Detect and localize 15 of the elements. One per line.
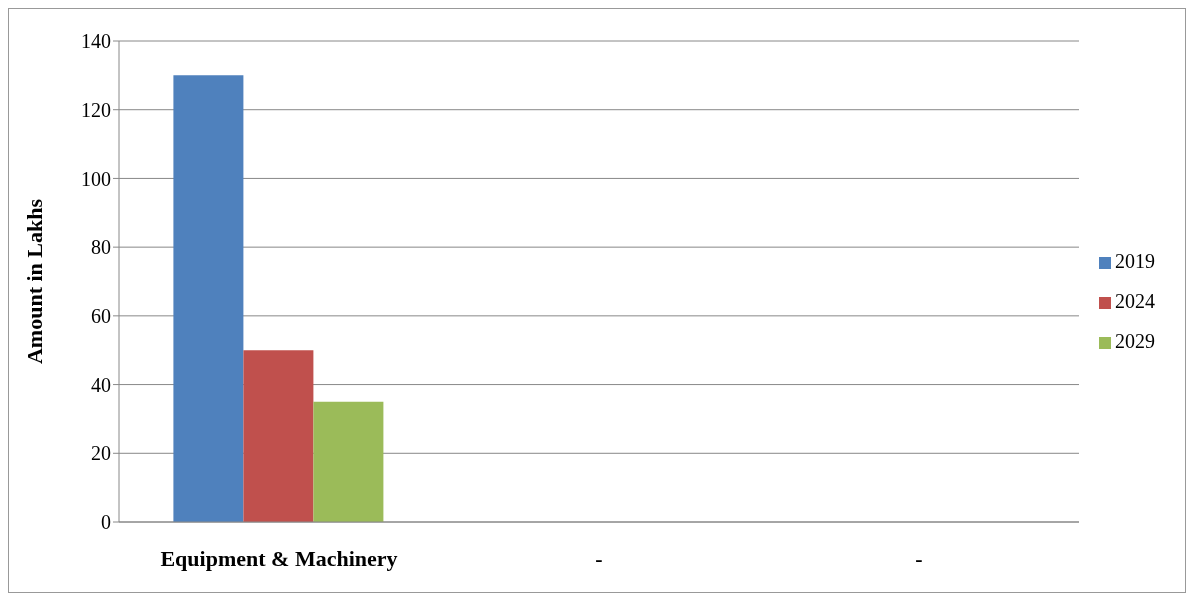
legend-label: 2024 (1115, 289, 1155, 312)
y-tick-label: 140 (81, 30, 111, 53)
legend-label: 2029 (1115, 329, 1155, 352)
y-axis-title: Amount in Lakhs (21, 198, 47, 365)
y-tick-label: 20 (91, 442, 111, 465)
y-tick-label: 120 (81, 98, 111, 121)
x-tick-label: Equipment & Machinery (160, 545, 398, 571)
legend-label: 2019 (1115, 249, 1155, 272)
y-tick-label: 100 (81, 167, 111, 190)
y-tick-label: 0 (101, 511, 111, 534)
y-tick-label: 60 (91, 304, 111, 327)
x-tick-label: - (595, 545, 603, 571)
y-tick-label: 40 (91, 373, 111, 396)
x-tick-label: - (915, 545, 923, 571)
y-tick-label: 80 (91, 236, 111, 259)
